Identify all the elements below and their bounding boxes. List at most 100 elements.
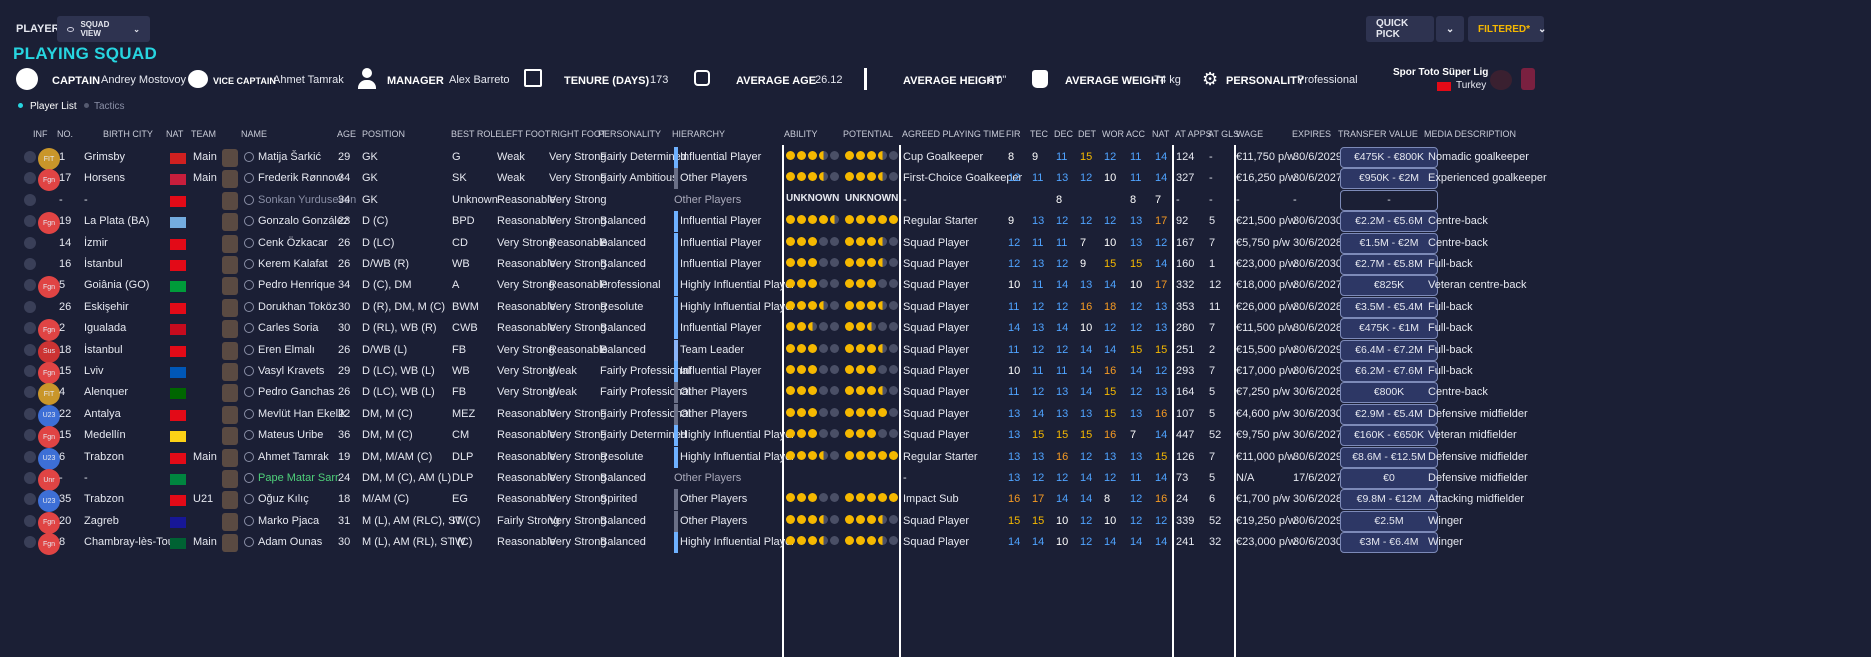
column-header-apps[interactable]: AT APPS [1175, 129, 1212, 139]
transfer-value-button[interactable]: €8.6M - €12.5M [1340, 446, 1438, 468]
cell-name[interactable]: Eren Elmalı [258, 343, 315, 356]
column-header-nat2[interactable]: NAT [1152, 129, 1170, 139]
transfer-value-button[interactable]: €0 [1340, 468, 1438, 489]
table-row[interactable]: 26 Eskişehir Dorukhan Toköz 30 D (R), DM, M … [0, 295, 1871, 321]
cell-name[interactable]: Pedro Henrique [258, 279, 336, 292]
column-header-no[interactable]: NO. [57, 129, 74, 139]
column-header-hier[interactable]: HIERARCHY [672, 129, 726, 139]
player-profile-icon[interactable] [244, 430, 254, 441]
column-header-media[interactable]: MEDIA DESCRIPTION [1424, 129, 1517, 139]
player-profile-icon[interactable] [244, 152, 254, 162]
table-row[interactable]: Fgn 15 Lviv Vasyl Kravets 29 D (LC), WB (L) WB… [0, 359, 1871, 385]
cell-name[interactable]: Mateus Uribe [258, 429, 324, 442]
table-row[interactable]: Fgn 15 Medellín Mateus Uribe 36 DM, M (C) CM Re… [0, 423, 1871, 449]
transfer-value-button[interactable]: €6.4M - €7.2M [1340, 339, 1438, 361]
cell-name[interactable]: Pedro Ganchas [258, 386, 335, 399]
transfer-value-button[interactable]: €2.7M - €5.8M [1340, 254, 1438, 275]
table-row[interactable]: Fgn 8 Chambray-lès-Tours Main Adam Ounas 30 M … [0, 530, 1871, 556]
cell-name[interactable]: Dorukhan Toköz [258, 300, 338, 313]
column-header-det[interactable]: DET [1078, 129, 1096, 139]
column-header-pers[interactable]: PERSONALITY [598, 129, 662, 139]
cell-name[interactable]: Marko Pjaca [258, 514, 320, 527]
status-badge[interactable]: Fgn [38, 319, 60, 342]
row-checkbox[interactable] [24, 450, 36, 463]
status-badge[interactable]: Fgn [38, 169, 60, 192]
table-row[interactable]: Fgn 5 Goiânia (GO) Pedro Henrique 34 D (C), D… [0, 273, 1871, 299]
row-checkbox[interactable] [24, 236, 36, 249]
player-profile-icon[interactable] [244, 194, 254, 205]
status-badge[interactable]: FIT [38, 148, 60, 170]
status-badge[interactable]: Fgn [38, 533, 60, 556]
column-header-team[interactable]: TEAM [191, 129, 217, 139]
row-checkbox[interactable] [24, 151, 36, 163]
table-row[interactable]: 16 İstanbul Kerem Kalafat 26 D/WB (R) WB Reaso… [0, 252, 1871, 278]
row-checkbox[interactable] [24, 386, 36, 399]
status-badge[interactable]: Fgn [38, 212, 60, 235]
row-checkbox[interactable] [24, 343, 36, 356]
player-profile-icon[interactable] [244, 237, 254, 248]
quick-pick-dropdown[interactable]: ⌄ [1436, 16, 1464, 42]
status-badge[interactable]: U23 [38, 490, 60, 513]
cell-name[interactable]: Gonzalo González [258, 215, 349, 228]
column-header-gls[interactable]: AT GLS [1208, 129, 1240, 139]
table-row[interactable]: Fgn 2 Igualada Carles Soria 30 D (RL), WB (R)… [0, 316, 1871, 342]
status-badge[interactable]: Fgn [38, 511, 60, 534]
manager-name[interactable]: Alex Barreto [449, 74, 510, 86]
player-profile-icon[interactable] [244, 259, 254, 269]
column-header-role[interactable]: BEST ROLE [451, 129, 502, 139]
table-row[interactable]: FIT 1 Grimsby Main Matija Šarkić 29 GK G Weak Ver… [0, 145, 1871, 171]
transfer-value-button[interactable]: - [1340, 189, 1438, 211]
cell-name[interactable]: Mevlüt Han Ekelik [258, 407, 347, 420]
cell-name[interactable]: Adam Ounas [258, 536, 323, 549]
squad-view-dropdown[interactable]: SQUAD VIEW ⌄ [57, 16, 150, 42]
column-header-dec[interactable]: DEC [1054, 129, 1074, 139]
player-profile-icon[interactable] [244, 451, 254, 462]
status-badge[interactable]: Sus [38, 340, 60, 363]
row-checkbox[interactable] [24, 493, 36, 506]
player-profile-icon[interactable] [244, 280, 254, 291]
table-row[interactable]: - - Sonkan Yurduseven 34 GK Unknown Reasonable… [0, 188, 1871, 214]
captain-name[interactable]: Andrey Mostovoy [101, 74, 186, 86]
row-checkbox[interactable] [24, 193, 36, 206]
column-header-tec[interactable]: TEC [1030, 129, 1048, 139]
tab-tactics[interactable]: Tactics [94, 101, 125, 112]
row-checkbox[interactable] [24, 472, 36, 484]
table-row[interactable]: Fgn 19 La Plata (BA) Gonzalo González 23 D (C… [0, 209, 1871, 235]
transfer-value-button[interactable]: €6.2M - €7.6M [1340, 361, 1438, 382]
column-header-lf[interactable]: LEFT FOOT [501, 129, 551, 139]
cell-name[interactable]: Carles Soria [258, 322, 319, 335]
column-header-tv[interactable]: TRANSFER VALUE [1338, 129, 1418, 139]
transfer-value-button[interactable]: €475K - €800K [1340, 147, 1438, 168]
row-checkbox[interactable] [24, 536, 36, 549]
column-header-acc[interactable]: ACC [1126, 129, 1146, 139]
transfer-value-button[interactable]: €475K - €1M [1340, 318, 1438, 340]
transfer-value-button[interactable]: €9.8M - €12M [1340, 489, 1438, 511]
transfer-value-button[interactable]: €1.5M - €2M [1340, 232, 1438, 254]
column-header-exp[interactable]: EXPIRES [1292, 129, 1332, 139]
column-header-fir[interactable]: FIR [1006, 129, 1021, 139]
column-header-abil[interactable]: ABILITY [784, 129, 818, 139]
cell-name[interactable]: Vasyl Kravets [258, 365, 325, 377]
player-profile-icon[interactable] [244, 473, 254, 483]
player-profile-icon[interactable] [244, 494, 254, 505]
transfer-value-button[interactable]: €2.2M - €5.6M [1340, 211, 1438, 233]
player-profile-icon[interactable] [244, 366, 254, 376]
status-badge[interactable]: FIT [38, 383, 60, 406]
player-profile-icon[interactable] [244, 537, 254, 548]
row-checkbox[interactable] [24, 300, 36, 313]
tab-player-list[interactable]: Player List [30, 101, 77, 112]
row-checkbox[interactable] [24, 407, 36, 420]
table-row[interactable]: Sus 18 İstanbul Eren Elmalı 26 D/WB (L) FB Very… [0, 338, 1871, 364]
table-row[interactable]: FIT 4 Alenquer Pedro Ganchas 26 D (LC), WB (L… [0, 380, 1871, 406]
transfer-value-button[interactable]: €3M - €6.4M [1340, 532, 1438, 554]
row-checkbox[interactable] [24, 322, 36, 335]
player-profile-icon[interactable] [244, 344, 254, 355]
player-profile-icon[interactable] [244, 408, 254, 419]
player-profile-icon[interactable] [244, 323, 254, 334]
column-header-rf[interactable]: RIGHT FOOT [551, 129, 607, 139]
cell-name[interactable]: Sonkan Yurduseven [258, 193, 357, 206]
column-header-inf[interactable]: INF [33, 129, 48, 139]
status-badge[interactable]: Unr [38, 469, 60, 491]
row-checkbox[interactable] [24, 365, 36, 377]
column-header-apt[interactable]: AGREED PLAYING TIME [902, 129, 1005, 139]
